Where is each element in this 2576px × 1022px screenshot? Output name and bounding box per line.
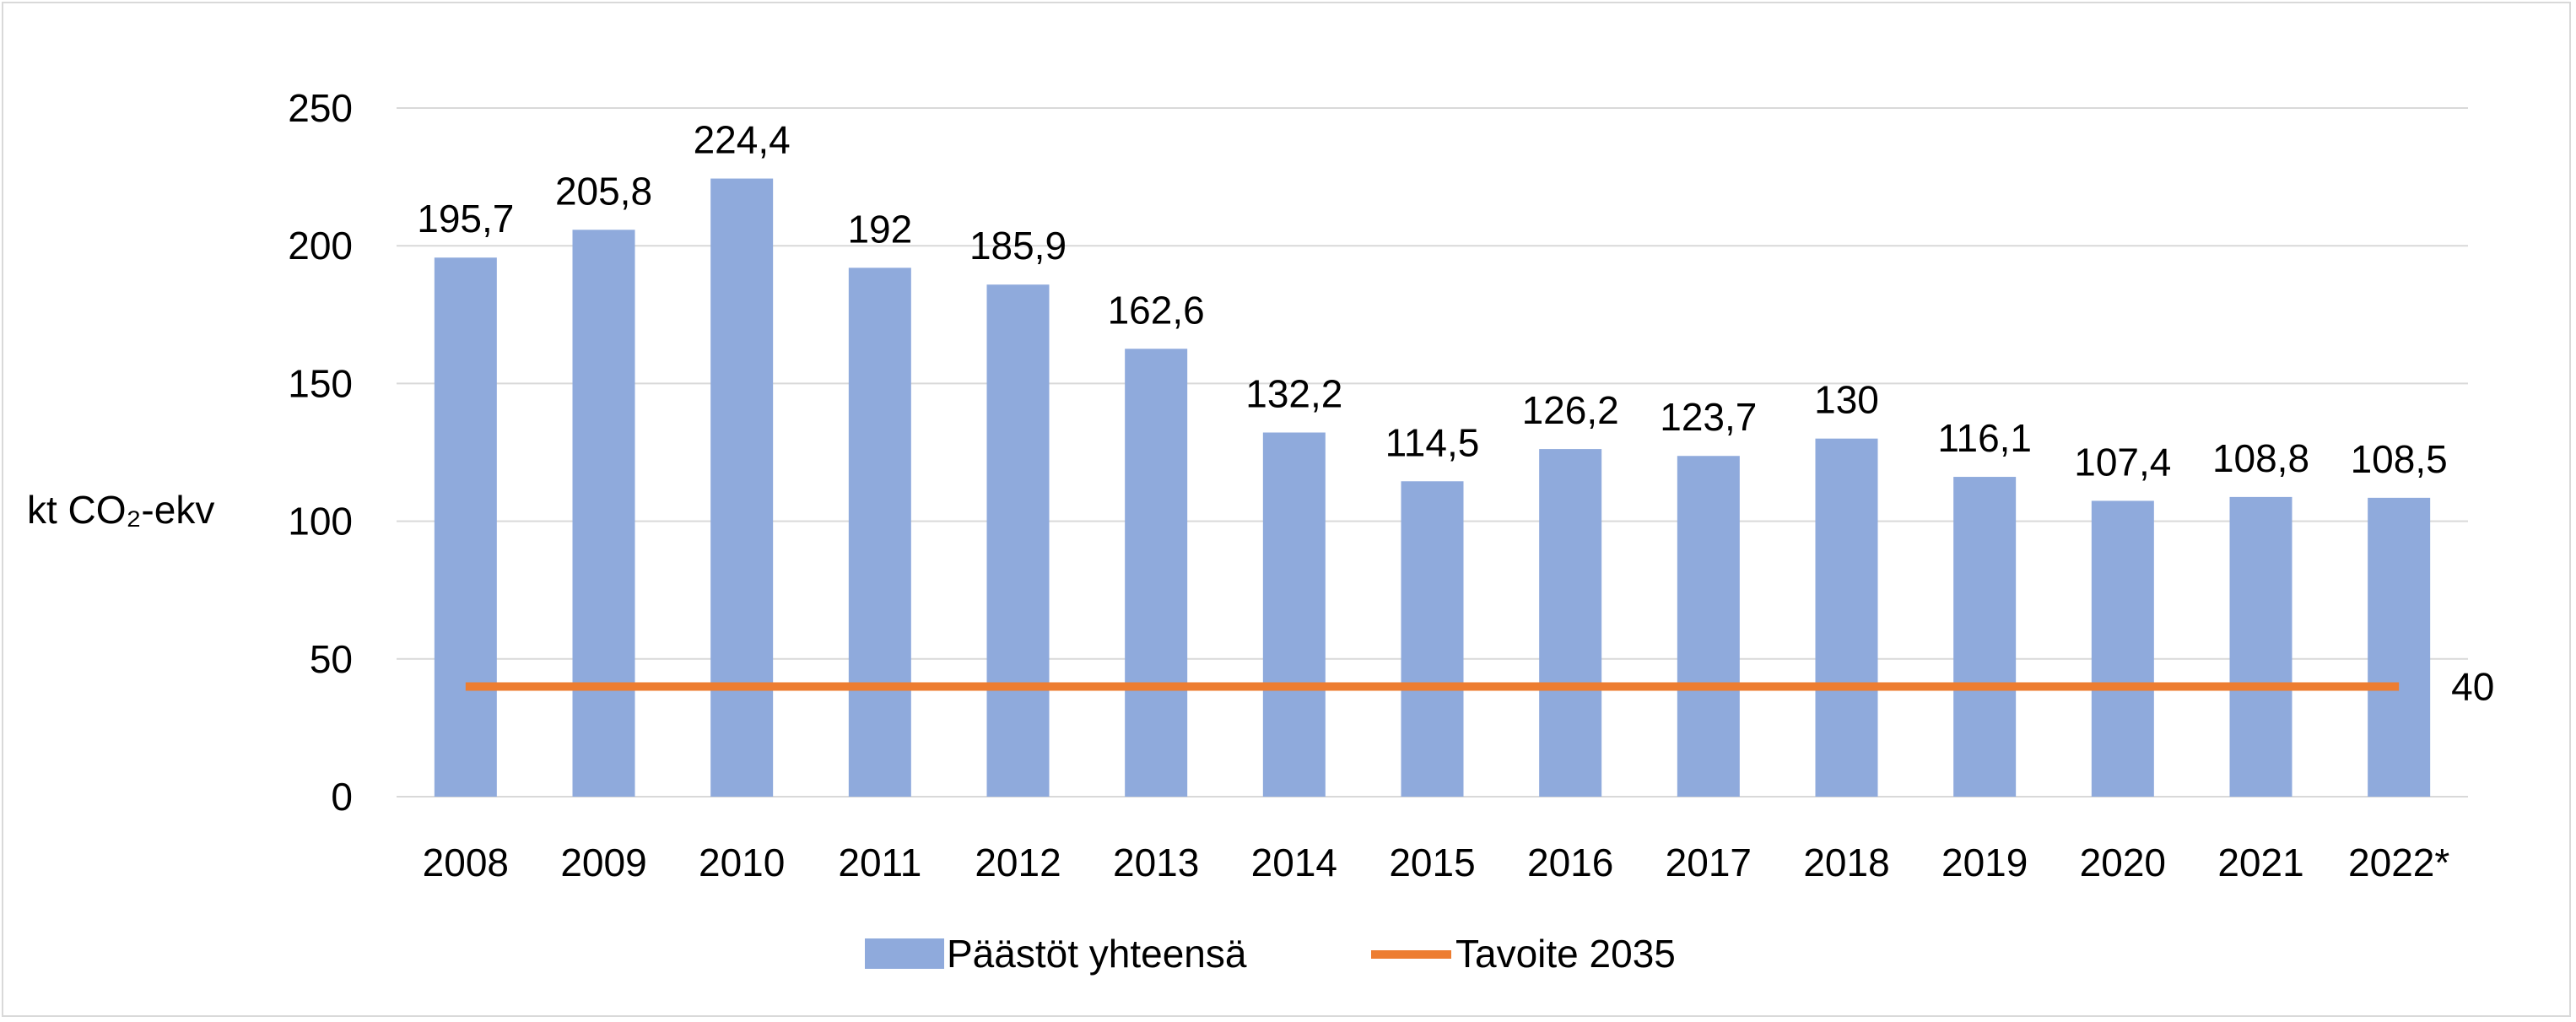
y-tick-label: 200 [288,224,353,268]
data-label: 108,8 [2212,436,2309,480]
x-tick-label: 2011 [838,841,921,884]
data-label: 185,9 [969,224,1067,268]
data-label: 107,4 [2074,440,2171,484]
y-tick-label: 150 [288,361,353,405]
legend: Päästöt yhteensä Tavoite 2035 [865,932,1676,976]
data-label: 195,7 [417,197,514,241]
y-tick-label: 0 [331,775,353,819]
x-tick-label: 2018 [1803,841,1889,884]
x-tick-labels: 2008 2009 2010 2011 2012 2013 2014 2015 2016 2017… [423,841,2450,884]
data-label: 116,1 [1937,416,2032,460]
legend-label-emissions: Päästöt yhteensä [947,932,1247,976]
bar-2020 [2091,500,2154,797]
x-tick-label: 2021 [2217,841,2303,884]
x-tick-label: 2017 [1666,841,1752,884]
x-tick-label: 2012 [975,841,1061,884]
bar-2008 [434,257,497,797]
x-tick-label: 2013 [1113,841,1199,884]
data-label: 132,2 [1245,371,1342,415]
bar-2013 [1125,349,1188,798]
legend-swatch-emissions [865,938,944,969]
x-tick-label: 2009 [560,841,646,884]
bar-2019 [1953,477,2017,797]
data-label: 205,8 [555,169,652,213]
data-label: 192 [847,207,912,251]
x-tick-label: 2015 [1389,841,1475,884]
bar-2012 [986,284,1050,797]
legend-label-target: Tavoite 2035 [1455,932,1676,976]
bar-2010 [710,178,774,797]
data-label: 130 [1814,378,1879,422]
data-label: 108,5 [2351,437,2448,481]
target-line-group: 40 [465,664,2494,708]
bar-2009 [572,230,635,797]
data-label: 114,5 [1385,420,1480,464]
x-tick-label: 2016 [1527,841,1613,884]
y-tick-labels: 0 50 100 150 200 250 [288,86,353,819]
x-tick-label: 2020 [2080,841,2166,884]
bar-2017 [1677,456,1740,797]
y-tick-label: 50 [310,637,353,681]
x-tick-label: 2010 [699,841,785,884]
x-tick-label: 2022* [2348,841,2449,884]
data-label: 123,7 [1660,395,1757,439]
bar-2011 [848,268,911,797]
target-line-label: 40 [2451,664,2494,708]
bar-2015 [1401,481,1464,797]
y-tick-label: 100 [288,500,353,543]
bar-2021 [2229,496,2292,797]
x-tick-label: 2008 [423,841,509,884]
data-label: 224,4 [694,118,791,162]
bar-2014 [1262,432,1326,797]
bar-2022* [2368,497,2431,797]
y-axis-title: kt CO₂-ekv [27,488,214,532]
x-tick-label: 2019 [1941,841,2028,884]
data-label: 126,2 [1522,388,1619,432]
bar-2018 [1815,438,1878,797]
data-labels: 195,7 205,8 224,4 192 185,9 162,6 132,2 114,5 12… [417,118,2447,484]
bars [434,178,2431,798]
data-label: 162,6 [1108,288,1205,332]
x-tick-label: 2014 [1251,841,1337,884]
y-tick-label: 250 [288,86,353,130]
bar-2016 [1539,449,1602,797]
